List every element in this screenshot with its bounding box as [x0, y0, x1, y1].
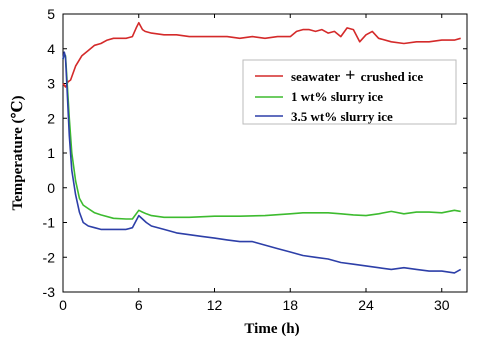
x-tick-label: 6 [135, 297, 143, 313]
x-tick-label: 12 [207, 297, 223, 313]
y-axis-title: Temperature (℃) [10, 95, 26, 210]
x-tick-label: 18 [282, 297, 298, 313]
x-axis-ticks: 0 6 12 18 24 30 [59, 14, 450, 313]
series-line-3-5wt-slurry [62, 51, 462, 274]
legend-label-seawater: seawater + crushed ice [291, 65, 423, 85]
y-tick-label: 5 [47, 6, 55, 22]
legend-box [242, 59, 457, 125]
y-axis-ticks: -3 -2 -1 0 1 2 3 4 5 [43, 6, 467, 300]
x-tick-label: 0 [59, 297, 67, 313]
y-tick-label: 4 [47, 41, 55, 57]
y-tick-label: -2 [43, 249, 56, 265]
y-tick-label: -1 [43, 215, 56, 231]
x-axis-title: Time (h) [244, 321, 299, 337]
plot-frame [62, 13, 468, 293]
legend-label-seawater-head: seawater [291, 69, 340, 84]
legend: seawater + crushed ice 1 wt% slurry ice … [242, 59, 457, 125]
series-line-1wt-slurry [62, 53, 461, 220]
series-line-seawater [62, 21, 461, 88]
series-layer [62, 21, 462, 274]
legend-plus-sign: + [345, 65, 355, 85]
y-tick-label: 0 [47, 180, 55, 196]
x-tick-label: 24 [358, 297, 374, 313]
legend-label-1wt: 1 wt% slurry ice [291, 89, 383, 104]
y-tick-label: -3 [43, 284, 56, 300]
x-tick-label: 30 [434, 297, 450, 313]
legend-label-seawater-tail: crushed ice [361, 69, 424, 84]
legend-label-3-5wt: 3.5 wt% slurry ice [291, 109, 393, 124]
y-tick-label: 3 [47, 76, 55, 92]
y-tick-label: 2 [47, 110, 55, 126]
y-tick-label: 1 [47, 145, 55, 161]
